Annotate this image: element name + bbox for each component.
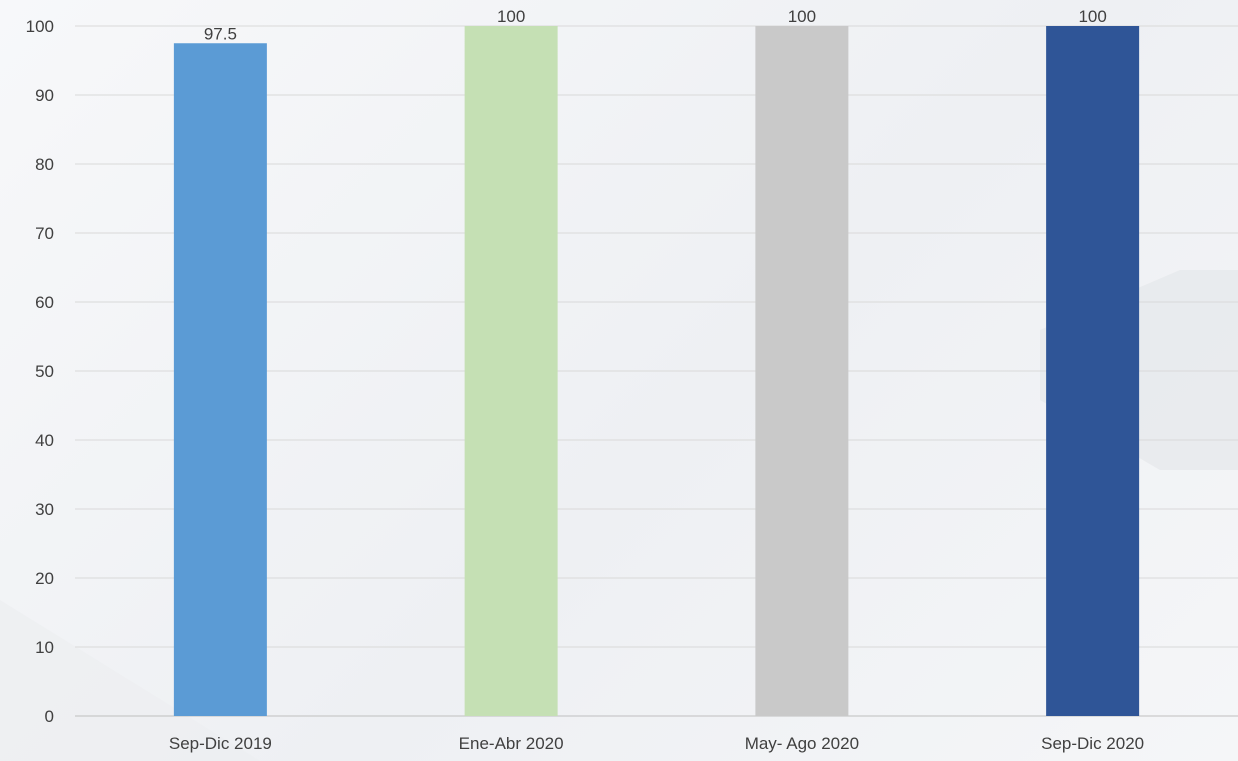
y-tick-label: 50 xyxy=(35,362,54,381)
data-label: 100 xyxy=(1078,7,1106,26)
bar xyxy=(755,26,849,716)
y-tick-label: 60 xyxy=(35,293,54,312)
background-triangle xyxy=(0,600,260,761)
y-tick-label: 80 xyxy=(35,155,54,174)
data-label: 97.5 xyxy=(204,24,237,43)
y-tick-label: 0 xyxy=(45,707,54,726)
y-tick-label: 70 xyxy=(35,224,54,243)
data-label: 100 xyxy=(497,7,525,26)
data-label: 100 xyxy=(788,7,816,26)
x-tick-label: May- Ago 2020 xyxy=(745,734,859,753)
bar xyxy=(464,26,558,716)
y-tick-label: 100 xyxy=(26,17,54,36)
x-tick-label: Sep-Dic 2019 xyxy=(169,734,272,753)
bars xyxy=(173,26,1140,716)
bar xyxy=(173,43,267,716)
y-tick-label: 20 xyxy=(35,569,54,588)
x-axis-ticks: Sep-Dic 2019 Ene-Abr 2020 May- Ago 2020 Sep… xyxy=(169,734,1144,753)
y-tick-label: 90 xyxy=(35,86,54,105)
x-tick-label: Ene-Abr 2020 xyxy=(459,734,564,753)
x-tick-label: Sep-Dic 2020 xyxy=(1041,734,1144,753)
y-tick-label: 10 xyxy=(35,638,54,657)
y-tick-label: 40 xyxy=(35,431,54,450)
data-labels: 97.5 100 100 100 xyxy=(204,7,1107,43)
bar xyxy=(1046,26,1140,716)
gridlines xyxy=(75,25,1238,717)
y-axis-ticks: 0 10 20 30 40 50 60 70 80 90 100 xyxy=(26,17,54,726)
y-tick-label: 30 xyxy=(35,500,54,519)
